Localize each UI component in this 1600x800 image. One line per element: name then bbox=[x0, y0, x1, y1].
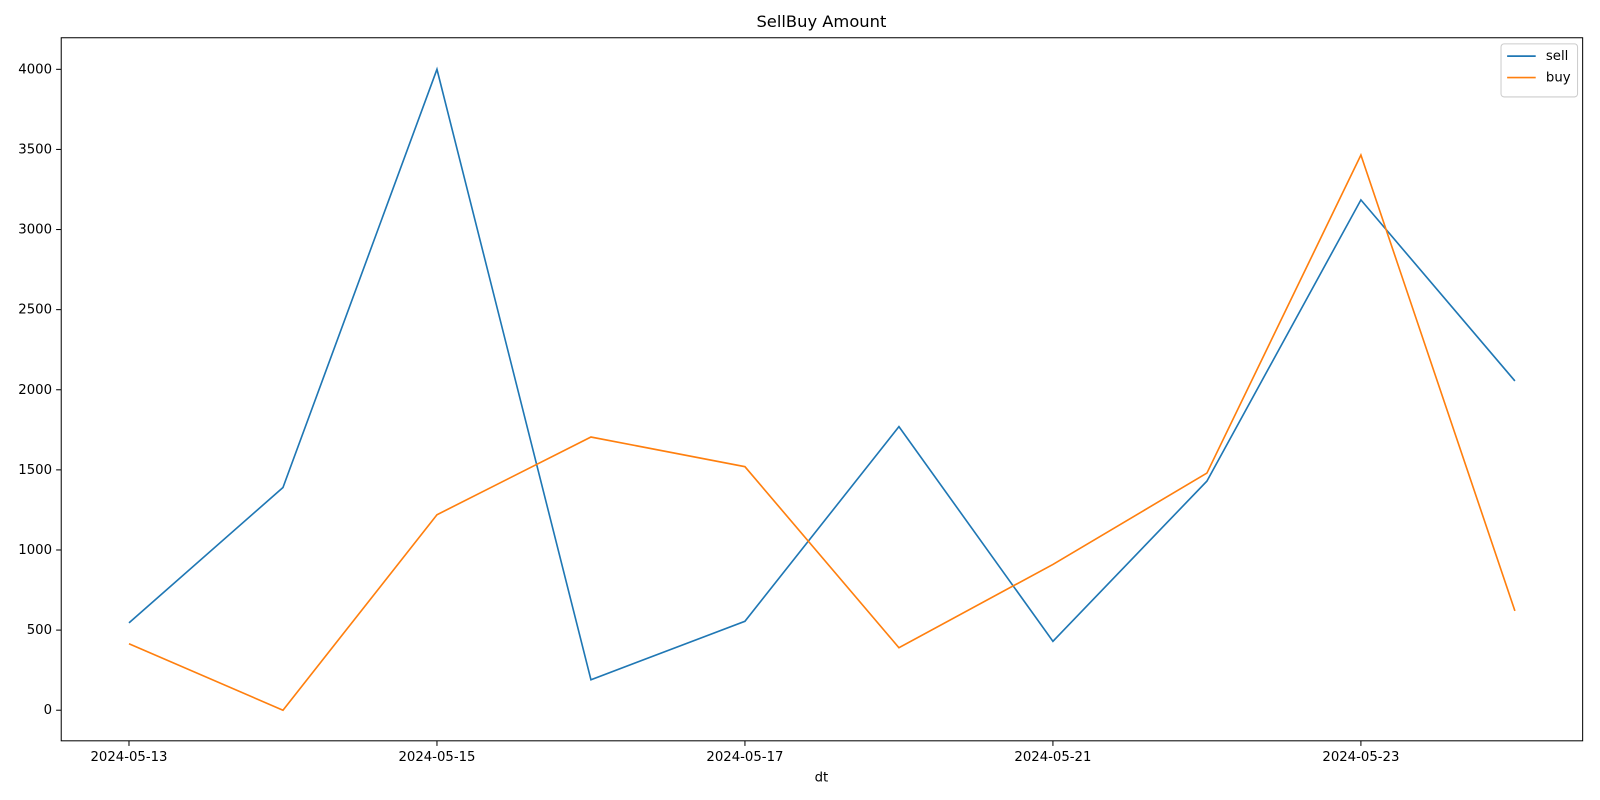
x-tick-label: 2024-05-15 bbox=[398, 750, 475, 765]
chart-title: SellBuy Amount bbox=[756, 12, 886, 31]
y-tick-label: 2000 bbox=[18, 383, 52, 398]
y-tick-label: 3000 bbox=[18, 223, 52, 238]
legend: sell buy bbox=[1500, 43, 1579, 98]
series-line bbox=[128, 66, 1516, 681]
y-tick-label: 1500 bbox=[18, 463, 52, 478]
y-tick-label: 2500 bbox=[18, 303, 52, 318]
legend-label: buy bbox=[1546, 71, 1571, 86]
x-axis-label: dt bbox=[815, 771, 829, 786]
x-tick-label: 2024-05-17 bbox=[706, 750, 783, 765]
legend-label: sell bbox=[1546, 49, 1568, 64]
legend-box bbox=[1500, 43, 1579, 98]
x-tick-label: 2024-05-23 bbox=[1322, 750, 1399, 765]
y-tick-label: 0 bbox=[44, 703, 52, 718]
y-tick-label: 500 bbox=[27, 623, 52, 638]
plot-frame bbox=[60, 37, 1584, 742]
y-tick-label: 1000 bbox=[18, 543, 52, 558]
y-tick-label: 3500 bbox=[18, 142, 52, 157]
series-line bbox=[128, 152, 1516, 712]
x-tick-label: 2024-05-13 bbox=[90, 750, 167, 765]
x-tick-label: 2024-05-21 bbox=[1014, 750, 1091, 765]
y-tick-label: 4000 bbox=[18, 62, 52, 77]
